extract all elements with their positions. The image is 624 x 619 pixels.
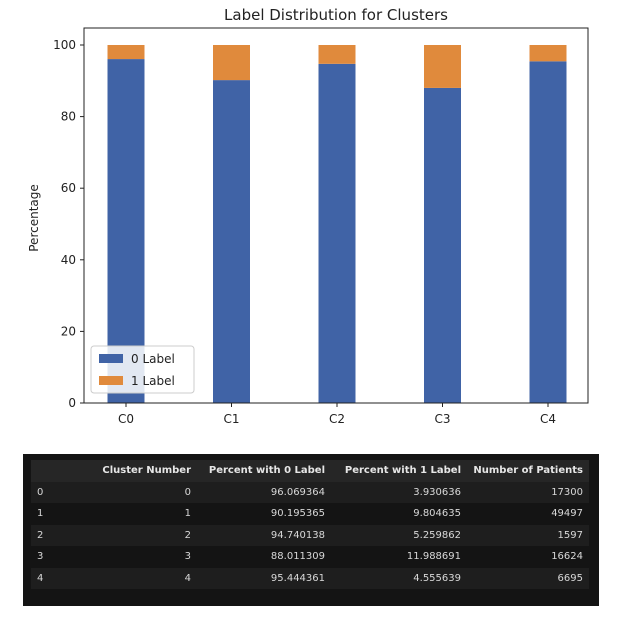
cell-percent-0: 94.740138 xyxy=(270,529,325,541)
cell-patients: 6695 xyxy=(557,572,583,584)
stacked-bar-chart: Label Distribution for Clusters Percenta… xyxy=(27,6,589,426)
x-tick-label: C1 xyxy=(223,412,239,426)
row-index: 4 xyxy=(37,572,44,584)
y-tick-label: 20 xyxy=(61,324,76,338)
cell-percent-1: 5.259862 xyxy=(413,529,461,541)
cell-percent-1: 3.930636 xyxy=(413,486,461,498)
y-tick-label: 60 xyxy=(61,181,76,195)
cell-percent-0: 96.069364 xyxy=(270,486,325,498)
header-number-of-patients: Number of Patients xyxy=(473,465,583,477)
row-index: 0 xyxy=(37,486,44,498)
cell-cluster-number: 3 xyxy=(184,551,191,563)
table-header-row: Cluster Number Percent with 0 Label Perc… xyxy=(31,460,589,482)
legend-entry-0-label: 0 Label xyxy=(131,352,175,366)
cell-cluster-number: 1 xyxy=(184,508,191,520)
y-tick-label: 100 xyxy=(53,38,76,52)
y-tick-label: 0 xyxy=(68,396,76,410)
cell-patients: 1597 xyxy=(557,529,583,541)
x-tick-label: C2 xyxy=(329,412,345,426)
bars-group xyxy=(107,45,567,404)
cell-percent-1: 4.555639 xyxy=(413,572,461,584)
table-row: 2 2 94.740138 5.259862 1597 xyxy=(31,524,589,546)
cluster-table: Cluster Number Percent with 0 Label Perc… xyxy=(31,460,589,589)
cell-cluster-number: 4 xyxy=(184,572,191,584)
cell-percent-0: 95.444361 xyxy=(270,572,325,584)
bar-c3-series-1 xyxy=(424,45,461,88)
y-axis-label: Percentage xyxy=(27,184,41,252)
bar-c4-series-0 xyxy=(529,61,567,403)
x-axis: C0 C1 C2 C3 C4 xyxy=(118,403,556,426)
header-percent-0-label: Percent with 0 Label xyxy=(208,465,325,477)
cell-patients: 16624 xyxy=(551,551,583,563)
legend: 0 Label 1 Label xyxy=(90,345,195,394)
cell-percent-1: 9.804635 xyxy=(413,508,461,520)
y-tick-label: 80 xyxy=(61,110,76,124)
legend-swatch-1-label xyxy=(99,376,123,385)
legend-entry-1-label: 1 Label xyxy=(131,374,175,388)
header-cluster-number: Cluster Number xyxy=(102,465,191,477)
cell-patients: 49497 xyxy=(551,508,583,520)
table-row: 3 3 88.011309 11.988691 16624 xyxy=(31,546,589,568)
chart-title: Label Distribution for Clusters xyxy=(224,6,448,24)
y-axis: 0 20 40 60 80 100 xyxy=(53,38,84,410)
legend-swatch-0-label xyxy=(99,354,123,363)
bar-c1-series-0 xyxy=(213,80,250,404)
bar-c4-series-1 xyxy=(529,45,567,62)
bar-c3-series-0 xyxy=(424,87,461,404)
dataframe-panel: Cluster Number Percent with 0 Label Perc… xyxy=(23,454,599,606)
cell-percent-1: 11.988691 xyxy=(406,551,461,563)
row-index: 2 xyxy=(37,529,44,541)
cell-percent-0: 88.011309 xyxy=(270,551,325,563)
row-index: 3 xyxy=(37,551,44,563)
cell-cluster-number: 2 xyxy=(184,529,191,541)
index-header xyxy=(31,460,65,482)
bar-c2-series-0 xyxy=(318,63,356,403)
table-row: 1 1 90.195365 9.804635 49497 xyxy=(31,503,589,525)
x-tick-label: C0 xyxy=(118,412,134,426)
bar-c2-series-1 xyxy=(318,45,356,64)
plot-frame xyxy=(83,27,589,404)
header-percent-1-label: Percent with 1 Label xyxy=(344,465,461,477)
x-tick-label: C3 xyxy=(434,412,450,426)
cell-percent-0: 90.195365 xyxy=(270,508,325,520)
cell-patients: 17300 xyxy=(551,486,583,498)
row-index: 1 xyxy=(37,508,44,520)
cell-cluster-number: 0 xyxy=(184,486,191,498)
table-row: 0 0 96.069364 3.930636 17300 xyxy=(31,481,589,503)
bar-c0-series-1 xyxy=(107,45,145,60)
y-tick-label: 40 xyxy=(61,253,76,267)
x-tick-label: C4 xyxy=(540,412,556,426)
bar-c1-series-1 xyxy=(213,45,250,81)
table-row: 4 4 95.444361 4.555639 6695 xyxy=(31,567,589,589)
